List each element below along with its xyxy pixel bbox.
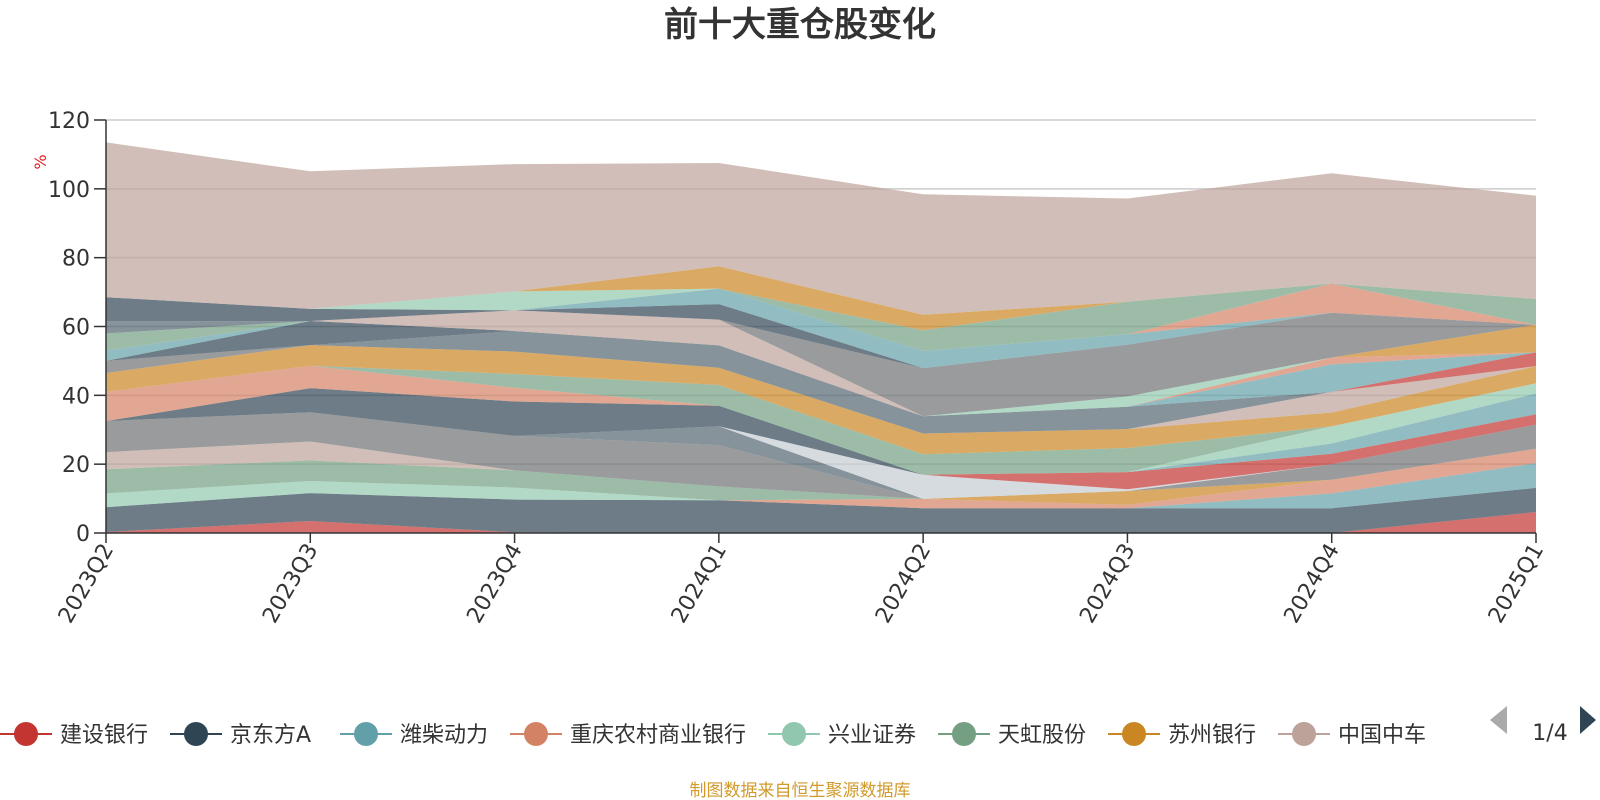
y-tick-label: 40 [62,384,90,409]
legend-marker-icon [524,722,548,746]
legend-item[interactable]: 建设银行 [0,722,148,748]
legend-item[interactable]: 重庆农村商业银行 [510,722,746,748]
legend-item[interactable]: 潍柴动力 [340,722,488,748]
legend-label: 中国中车 [1338,723,1426,748]
legend-item[interactable]: 苏州银行 [1108,722,1256,748]
area-series-0 [106,512,1536,533]
area-series-7 [106,441,1536,499]
x-tick-label: 2023Q4 [462,540,527,628]
y-tick-label: 80 [62,247,90,272]
legend-marker-icon [14,722,38,746]
chart-title: 前十大重仓股变化 [664,5,936,45]
area-series-5 [106,448,1536,505]
legend-label: 苏州银行 [1168,723,1256,748]
area-series-unlabeled-12 [106,388,1536,475]
legend-item[interactable]: 中国中车 [1278,722,1426,748]
x-tick-label: 2023Q2 [54,540,119,628]
legend-marker-icon [184,722,208,746]
legend-next-icon[interactable] [1580,706,1596,734]
legend-label: 天虹股份 [998,723,1086,748]
area-series-group [106,142,1536,533]
y-axis-unit: % [31,154,50,169]
legend-marker-icon [354,722,378,746]
y-axis-ticks: 0 20 40 60 80 100 120 [48,109,106,547]
legend-marker-icon [952,722,976,746]
legend-page-indicator: 1/4 [1532,721,1567,746]
area-series-unlabeled-24 [106,321,1536,417]
legend-marker-icon [1292,722,1316,746]
x-tick-label: 2025Q1 [1484,540,1549,628]
y-tick-label: 100 [48,178,90,203]
legend-prev-icon[interactable] [1490,706,1507,734]
area-series-unlabeled-11 [106,412,1536,490]
area-series-6 [106,448,1536,505]
area-series-1 [106,487,1536,533]
legend: 建设银行 京东方A 潍柴动力 重庆农村商业银行 兴业证券 天虹股份 苏州银行 中国中车 [0,722,1426,748]
area-series-unlabeled-36 [106,283,1536,351]
y-tick-label: 0 [76,522,90,547]
area-series-unlabeled-17 [106,345,1536,455]
legend-pager: 1/4 [1490,706,1596,746]
area-series-unlabeled-20 [106,331,1536,434]
legend-label: 潍柴动力 [400,723,488,748]
area-series-unlabeled-16 [106,365,1536,475]
area-series-unlabeled-35 [106,288,1536,369]
x-tick-label: 2024Q1 [667,540,732,628]
area-series-unlabeled-39 [106,266,1536,331]
legend-label: 京东方A [230,723,311,748]
area-series-unlabeled-37 [106,283,1536,351]
area-series-unlabeled-8 [106,412,1536,499]
y-tick-label: 20 [62,453,90,478]
x-axis-ticks: 2023Q2 2023Q3 2023Q4 2024Q1 2024Q2 2024Q3 2024… [54,533,1549,628]
x-tick-label: 2024Q2 [871,540,936,628]
area-series-4 [106,448,1536,508]
area-series-unlabeled-26 [106,321,1536,417]
y-tick-label: 60 [62,316,90,341]
area-series-unlabeled-30 [106,310,1536,417]
x-tick-label: 2024Q4 [1280,540,1345,628]
area-series-unlabeled-38 [106,283,1536,351]
legend-item[interactable]: 兴业证券 [768,722,916,748]
y-tick-label: 120 [48,109,90,134]
area-series-unlabeled-40 [106,142,1536,315]
legend-marker-icon [1122,722,1146,746]
area-series-unlabeled-10 [106,412,1536,499]
legend-item[interactable]: 京东方A [170,722,311,748]
legend-marker-icon [782,722,806,746]
legend-label: 重庆农村商业银行 [570,723,746,748]
legend-label: 建设银行 [60,723,148,748]
x-tick-label: 2024Q3 [1075,540,1140,628]
legend-item[interactable]: 天虹股份 [938,722,1086,748]
area-series-unlabeled-14 [106,365,1536,475]
x-tick-label: 2023Q3 [258,540,323,628]
legend-label: 兴业证券 [828,723,916,748]
source-note: 制图数据来自恒生聚源数据库 [690,781,911,800]
